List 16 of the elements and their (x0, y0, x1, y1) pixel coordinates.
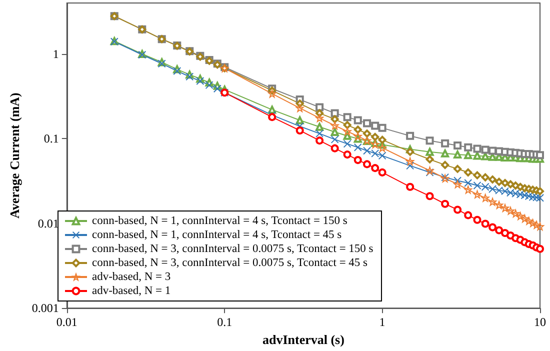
legend-label: adv-based, N = 1 (92, 285, 171, 297)
y-tick-label: 0.01 (38, 216, 59, 230)
y-axis-title: Average Current (mA) (7, 92, 22, 218)
x-tick-label: 10 (534, 315, 546, 330)
legend-label: conn-based, N = 1, connInterval = 4 s, Tcontact = 150 s (92, 215, 348, 227)
x-tick-label: 0.01 (56, 315, 78, 330)
x-axis-title: advInterval (s) (262, 332, 344, 347)
legend-label: conn-based, N = 3, connInterval = 0.0075 s, Tcontact = 150 s (92, 243, 374, 255)
y-tick-label: 0.1 (44, 132, 59, 146)
x-tick-label: 0.1 (217, 315, 232, 330)
legend-label: conn-based, N = 1, connInterval = 4 s, Tcontact = 45 s (92, 229, 342, 241)
legend-label: conn-based, N = 3, connInterval = 0.0075 s, Tcontact = 45 s (92, 257, 368, 269)
y-tick-label: 0.001 (32, 301, 59, 316)
legend-label: adv-based, N = 3 (92, 271, 171, 283)
x-tick-label: 1 (379, 315, 386, 330)
y-tick-label: 1 (52, 46, 59, 61)
